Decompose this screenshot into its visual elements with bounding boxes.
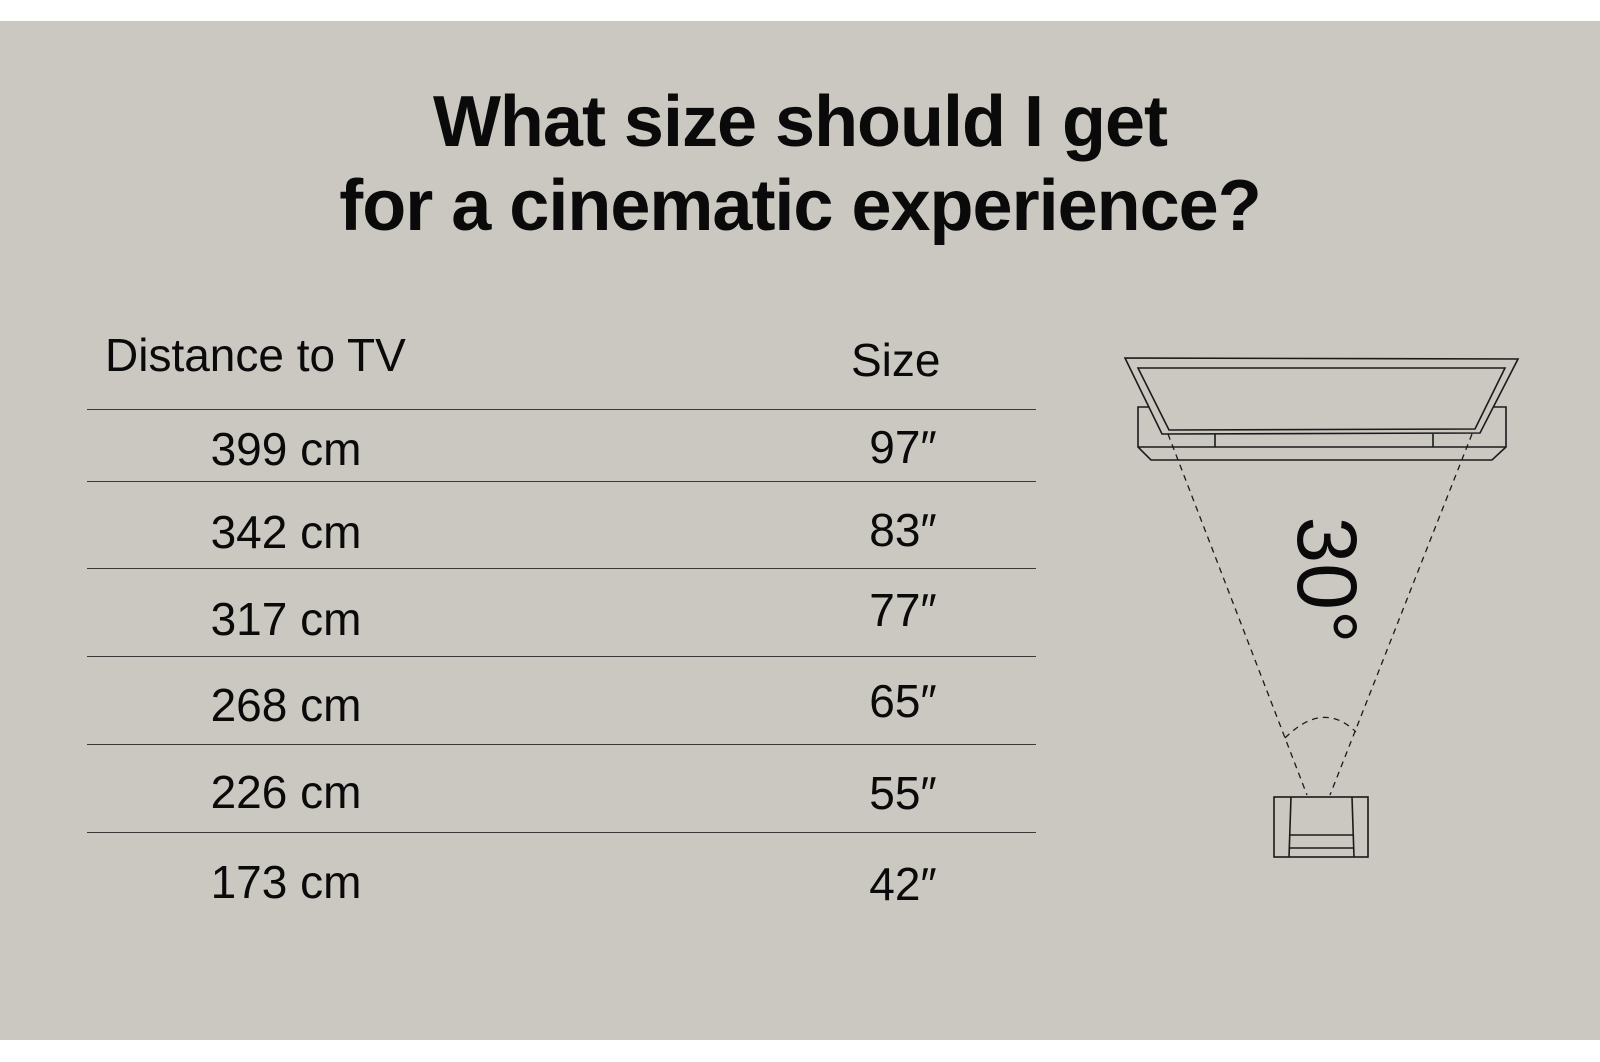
title-line-1: What size should I get <box>432 82 1168 162</box>
size-cell: 77″ <box>869 584 937 636</box>
size-cell: 83″ <box>869 504 937 556</box>
header-distance: Distance to TV <box>105 329 406 381</box>
divider <box>87 568 1036 569</box>
background-panel <box>0 21 1600 1040</box>
divider <box>87 481 1036 482</box>
header-size: Size <box>851 334 941 386</box>
size-cell: 97″ <box>869 421 937 473</box>
viewing-cone <box>1167 433 1473 796</box>
size-cell: 55″ <box>869 767 937 819</box>
angle-label: 30° <box>1280 516 1374 643</box>
size-cell: 42″ <box>869 858 937 910</box>
distance-cell: 173 cm <box>210 856 362 908</box>
size-cell: 65″ <box>869 675 937 727</box>
distance-cell: 317 cm <box>210 593 362 645</box>
distance-cell: 399 cm <box>210 423 362 475</box>
distance-cell: 342 cm <box>210 506 362 558</box>
divider <box>87 832 1036 833</box>
divider <box>87 409 1036 410</box>
divider <box>87 744 1036 745</box>
divider <box>87 656 1036 657</box>
distance-cell: 268 cm <box>210 679 362 731</box>
distance-cell: 226 cm <box>210 766 362 818</box>
soundbar-stand <box>1137 406 1507 461</box>
title-line-2: for a cinematic experience? <box>339 166 1261 246</box>
armchair-icon <box>1273 796 1369 858</box>
tv-icon <box>1123 357 1520 435</box>
